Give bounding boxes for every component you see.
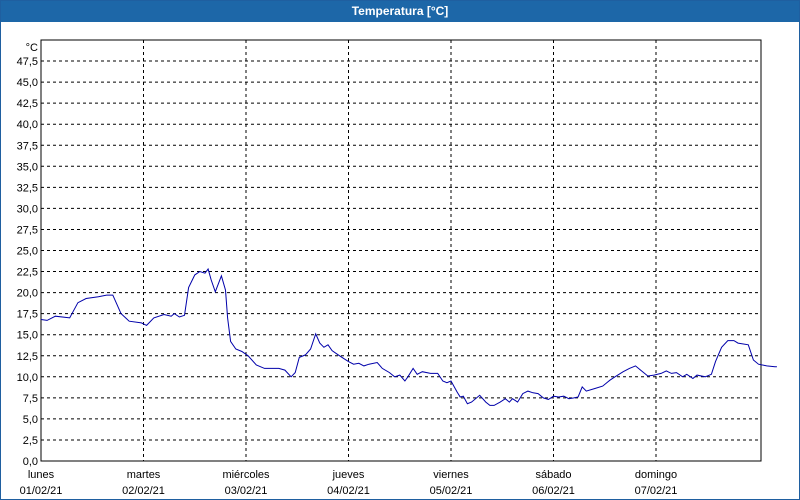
y-tick-label: 37,5: [17, 140, 38, 152]
y-tick-label: 5,0: [23, 414, 38, 426]
x-tick-day: domingo: [635, 469, 677, 481]
y-tick-label: 0,0: [23, 456, 38, 468]
y-tick-label: 20,0: [17, 288, 38, 300]
x-tick-day: lunes: [28, 469, 55, 481]
y-tick-label: 32,5: [17, 182, 38, 194]
y-tick-label: 17,5: [17, 309, 38, 321]
x-tick-date: 04/02/21: [327, 485, 370, 497]
series-line-temperatura: [40, 267, 777, 406]
x-tick-date: 05/02/21: [430, 485, 473, 497]
y-tick-label: 47,5: [17, 56, 38, 68]
y-axis: 0,0 2,5 5,0 7,5 10,0 12,5 15,0 17,5 20,0 22,5 25,0…: [17, 42, 38, 468]
x-tick-day: viernes: [433, 469, 469, 481]
x-tick-day: martes: [127, 469, 161, 481]
y-tick-label: 35,0: [17, 161, 38, 173]
y-tick-label: 45,0: [17, 77, 38, 89]
x-tick-date: 06/02/21: [532, 485, 575, 497]
y-unit-label: °C: [26, 42, 38, 54]
y-tick-label: 27,5: [17, 224, 38, 236]
y-tick-label: 12,5: [17, 351, 38, 363]
x-tick-day: jueves: [332, 469, 365, 481]
x-axis: lunes 01/02/21 martes 02/02/21 miércoles 03/0…: [20, 469, 678, 497]
window-title: Temperatura [°C]: [1, 1, 799, 22]
y-tick-label: 22,5: [17, 267, 38, 279]
y-tick-label: 25,0: [17, 246, 38, 258]
y-tick-label: 2,5: [23, 435, 38, 447]
x-tick-date: 02/02/21: [122, 485, 165, 497]
y-tick-label: 7,5: [23, 393, 38, 405]
y-tick-label: 30,0: [17, 203, 38, 215]
y-tick-label: 10,0: [17, 372, 38, 384]
x-tick-date: 01/02/21: [20, 485, 63, 497]
series-group: [40, 267, 777, 406]
y-tick-label: 42,5: [17, 98, 38, 110]
x-tick-date: 07/02/21: [635, 485, 678, 497]
y-tick-label: 40,0: [17, 119, 38, 131]
grid-lines: [41, 40, 761, 461]
x-tick-date: 03/02/21: [225, 485, 268, 497]
y-tick-label: 15,0: [17, 330, 38, 342]
x-tick-day: miércoles: [222, 469, 270, 481]
x-tick-day: sábado: [535, 469, 571, 481]
